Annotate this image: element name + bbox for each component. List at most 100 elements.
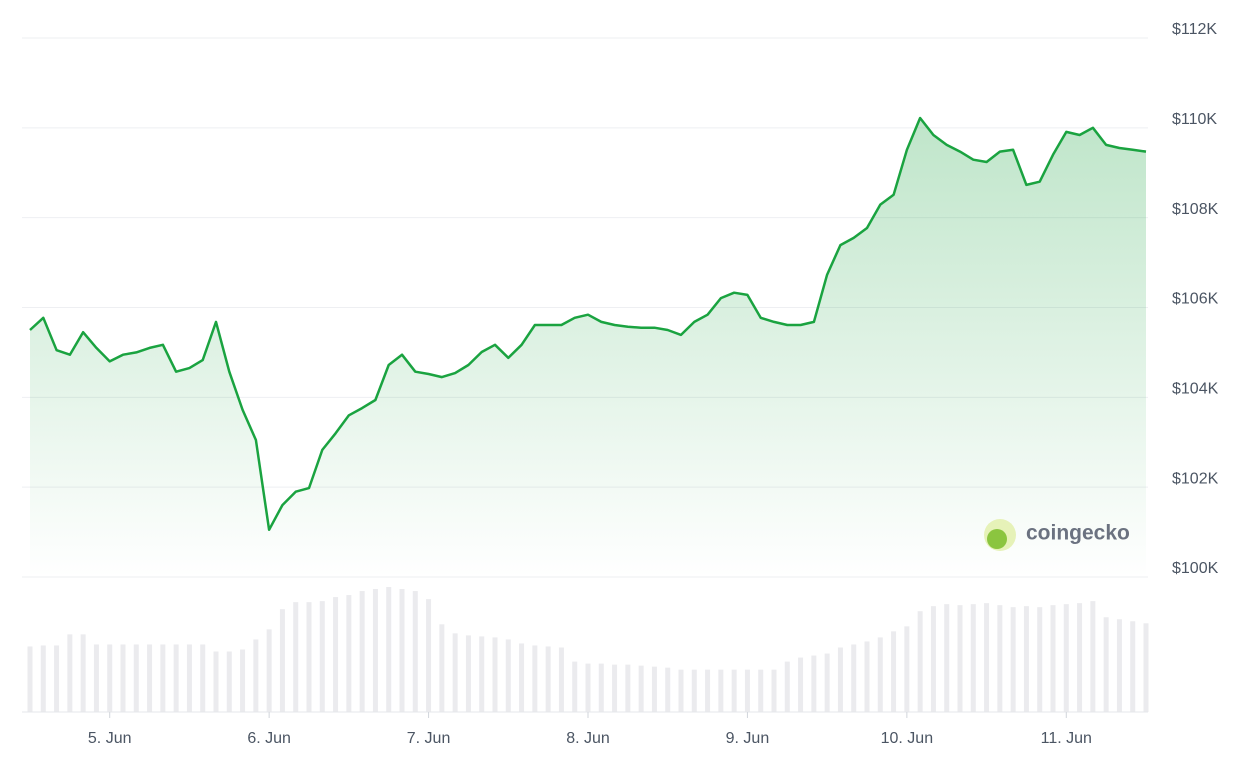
volume-bar (386, 587, 392, 712)
volume-bar (120, 644, 126, 712)
volume-bar (1090, 601, 1096, 712)
volume-bar (572, 661, 578, 712)
x-tick-label: 6. Jun (247, 730, 291, 747)
volume-bar (691, 669, 697, 712)
volume-bar (1143, 623, 1149, 712)
volume-bar (186, 644, 192, 712)
volume-bar (1063, 604, 1069, 712)
volume-bar (279, 609, 285, 712)
x-tick-label: 5. Jun (88, 730, 132, 747)
volume-bar (160, 644, 166, 712)
volume-bar (824, 653, 830, 712)
volume-bar (27, 646, 33, 712)
volume-bar (638, 665, 644, 712)
volume-bar (1116, 619, 1122, 712)
price-line (29, 116, 1147, 532)
volume-bar (147, 644, 153, 712)
volume-bar (651, 666, 657, 712)
watermark: coingecko (984, 519, 1130, 551)
volume-bar (758, 669, 764, 712)
volume-bar (904, 626, 910, 712)
volume-bar (718, 669, 724, 712)
volume-bar (1010, 607, 1016, 712)
volume-bar (665, 667, 671, 712)
volume-bar (891, 631, 897, 712)
volume-bar (798, 657, 804, 712)
volume-bar (346, 595, 352, 712)
x-tick-label: 9. Jun (726, 730, 770, 747)
volume-bar (970, 604, 976, 712)
volume-bar (439, 624, 445, 712)
volume-bar (412, 591, 418, 712)
x-tick-label: 11. Jun (1041, 730, 1092, 747)
volume-bar (80, 634, 86, 712)
x-tick-label: 8. Jun (566, 730, 610, 747)
watermark-text: coingecko (1026, 522, 1130, 545)
volume-bar (465, 635, 471, 712)
volume-bar (399, 589, 405, 712)
volume-bar (306, 602, 312, 712)
volume-bar (837, 647, 843, 712)
volume-bar (1023, 606, 1029, 712)
plot: $100K $102K $104K $106K $108K $110K $112K 5. Ju… (22, 21, 1219, 747)
volume-bar (1103, 617, 1109, 712)
y-tick-label: $112K (1172, 21, 1217, 38)
y-tick-label: $108K (1172, 201, 1219, 218)
volume-bar (93, 644, 99, 712)
volume-bar (1077, 603, 1083, 712)
volume-bar (372, 589, 378, 712)
y-tick-label: $104K (1172, 381, 1219, 398)
volume-bar (319, 601, 325, 712)
y-tick-label: $110K (1172, 111, 1217, 128)
volume-bar (200, 644, 206, 712)
volume-bar (226, 651, 232, 712)
volume-bar (944, 604, 950, 712)
volume-bar (452, 633, 458, 712)
volume-bar (1037, 607, 1043, 712)
volume-bar (678, 669, 684, 712)
volume-bar (505, 639, 511, 712)
volume-bar (625, 664, 631, 712)
volume-bar (293, 602, 299, 712)
volume-bar (67, 634, 73, 712)
volume-bar (359, 591, 365, 712)
volume-bar (1050, 605, 1056, 712)
volume-bar (811, 655, 817, 712)
volume-bar (705, 669, 711, 712)
volume-bar (133, 644, 139, 712)
volume-bar (585, 663, 591, 712)
volume-bar (558, 647, 564, 712)
volume-bar (240, 649, 246, 712)
volume-bar (253, 639, 259, 712)
volume-bar (40, 645, 46, 712)
volume-bar (877, 637, 883, 712)
volume-bar (598, 663, 604, 712)
watermark-logo-inner (987, 529, 1007, 549)
volume-bar (519, 643, 525, 712)
volume-bar (744, 669, 750, 712)
volume-bar (54, 645, 60, 712)
volume-bar (173, 644, 179, 712)
volume-bar (997, 605, 1003, 712)
volume-bar (479, 636, 485, 712)
volume-bar (426, 599, 432, 712)
volume-bar (957, 605, 963, 712)
volume-bar (333, 597, 339, 712)
x-tick-label: 10. Jun (881, 730, 933, 747)
y-tick-label: $100K (1172, 560, 1219, 577)
y-tick-label: $102K (1172, 470, 1219, 487)
x-tick-label: 7. Jun (407, 730, 451, 747)
volume-bar (784, 661, 790, 712)
volume-bar (1130, 621, 1136, 712)
volume-bar (984, 603, 990, 712)
volume-bar (545, 646, 551, 712)
volume-bar (532, 645, 538, 712)
price-area (30, 118, 1146, 577)
volume-bar (864, 641, 870, 712)
y-tick-label: $106K (1172, 291, 1219, 308)
volume-bar (731, 669, 737, 712)
volume-bar (107, 644, 113, 712)
volume-bar (266, 629, 272, 712)
volume-bar (492, 637, 498, 712)
